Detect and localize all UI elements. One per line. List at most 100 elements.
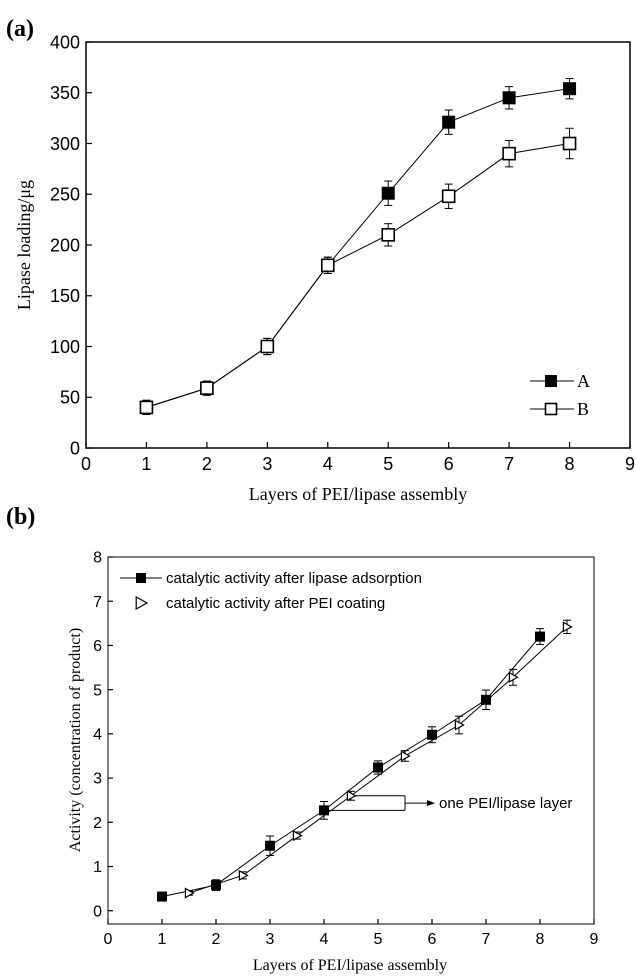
chart-b-x-axis-title: Layers of PEI/lipase assembly xyxy=(253,957,447,974)
chart-b-legend: catalytic activity after lipase adsorpti… xyxy=(120,570,422,612)
x-tick-label: 4 xyxy=(320,931,329,948)
data-point-series-1 xyxy=(319,805,329,816)
chart-b-activity: 0 1 2 3 4 5 6 7 8 9 0 1 2 3 4 5 6 7 8 one PEI/lipase laye… xyxy=(67,550,599,974)
x-tick-label: 0 xyxy=(81,454,91,474)
data-point-series-2 xyxy=(381,228,396,242)
x-tick-label: 6 xyxy=(444,454,454,474)
chart-a-x-axis: 0 1 2 3 4 5 6 7 8 9 xyxy=(81,442,635,474)
x-tick-label: 2 xyxy=(212,931,221,948)
panel-a-label: (a) xyxy=(6,16,34,42)
y-tick-label: 150 xyxy=(50,286,80,306)
data-point-series-2 xyxy=(454,719,465,731)
chart-a-series-layer xyxy=(139,78,577,416)
y-tick-label: 300 xyxy=(50,134,80,154)
legend-marker xyxy=(136,573,146,583)
data-point-series-2 xyxy=(562,621,573,633)
x-tick-label: 5 xyxy=(383,454,393,474)
chart-a-x-axis-title: Layers of PEI/lipase assembly xyxy=(249,484,467,504)
data-point-series-1 xyxy=(502,91,516,105)
x-tick-label: 8 xyxy=(536,931,545,948)
y-tick-label: 0 xyxy=(70,438,80,458)
annotation-arrow-head xyxy=(427,800,435,807)
y-tick-label: 3 xyxy=(93,771,102,788)
y-tick-label: 400 xyxy=(50,32,80,52)
data-point-series-1 xyxy=(211,880,221,891)
data-point-series-1 xyxy=(563,82,577,96)
y-tick-label: 0 xyxy=(93,903,102,920)
series-line-2 xyxy=(146,143,570,408)
x-tick-label: 2 xyxy=(202,454,212,474)
y-tick-label: 5 xyxy=(93,682,102,699)
chart-a-plot-frame xyxy=(85,41,631,449)
chart-b-annotation: one PEI/lipase layer xyxy=(324,795,572,812)
y-tick-label: 8 xyxy=(93,550,102,567)
legend-label: catalytic activity after lipase adsorpti… xyxy=(166,570,422,587)
data-point-series-1 xyxy=(442,115,456,129)
x-tick-label: 8 xyxy=(565,454,575,474)
data-point-series-2 xyxy=(184,887,195,899)
legend-marker xyxy=(544,402,558,416)
chart-a-lipase-loading: 0 1 2 3 4 5 6 7 8 9 0 50 100 150 200 250 300 350 400 AB L… xyxy=(14,32,635,504)
y-tick-label: 50 xyxy=(60,388,80,408)
data-point-series-2 xyxy=(238,869,249,881)
x-tick-label: 7 xyxy=(482,931,491,948)
y-tick-label: 6 xyxy=(93,638,102,655)
data-point-series-2 xyxy=(320,258,335,273)
data-point-series-2 xyxy=(508,671,519,683)
y-tick-label: 250 xyxy=(50,185,80,205)
y-tick-label: 4 xyxy=(93,726,102,743)
chart-b-plot-frame xyxy=(107,556,595,925)
x-tick-label: 1 xyxy=(141,454,151,474)
chart-a-y-axis: 0 50 100 150 200 250 300 350 400 xyxy=(50,32,92,458)
data-point-series-1 xyxy=(481,694,491,705)
annotation-label: one PEI/lipase layer xyxy=(439,795,572,812)
chart-b-series-layer xyxy=(157,619,573,902)
legend-label: A xyxy=(577,371,590,391)
y-tick-label: 7 xyxy=(93,594,102,611)
chart-a-legend: AB xyxy=(530,371,590,419)
y-tick-label: 100 xyxy=(50,337,80,357)
data-point-series-1 xyxy=(265,840,275,851)
x-tick-label: 7 xyxy=(504,454,514,474)
y-tick-label: 350 xyxy=(50,83,80,103)
data-point-series-2 xyxy=(562,136,577,151)
panel-b-label: (b) xyxy=(6,504,35,530)
data-point-series-1 xyxy=(373,762,383,773)
x-tick-label: 1 xyxy=(158,931,167,948)
data-point-series-2 xyxy=(441,189,456,204)
legend-label: catalytic activity after PEI coating xyxy=(166,595,385,612)
x-tick-label: 6 xyxy=(428,931,437,948)
chart-b-y-axis: 0 1 2 3 4 5 6 7 8 xyxy=(93,550,113,920)
y-tick-label: 1 xyxy=(93,859,102,876)
y-tick-label: 2 xyxy=(93,815,102,832)
x-tick-label: 5 xyxy=(374,931,383,948)
y-tick-label: 200 xyxy=(50,235,80,255)
chart-b-x-axis: 0 1 2 3 4 5 6 7 8 9 xyxy=(104,919,599,948)
series-line-2 xyxy=(188,626,568,894)
data-point-series-2 xyxy=(502,146,516,161)
x-tick-label: 4 xyxy=(323,454,333,474)
legend-label: B xyxy=(577,399,589,419)
data-point-series-2 xyxy=(400,750,411,762)
data-point-series-1 xyxy=(157,891,167,902)
data-point-series-2 xyxy=(346,790,357,802)
data-point-series-1 xyxy=(535,631,545,642)
x-tick-label: 9 xyxy=(625,454,635,474)
series-line-1 xyxy=(161,636,541,898)
data-point-series-2 xyxy=(200,381,214,395)
data-point-series-2 xyxy=(139,400,154,415)
x-tick-label: 3 xyxy=(266,931,275,948)
series-line-1 xyxy=(146,88,570,408)
data-point-series-1 xyxy=(427,729,437,740)
x-tick-label: 0 xyxy=(104,931,113,948)
chart-a-y-axis-title: Lipase loading/μg xyxy=(14,180,34,310)
data-point-series-1 xyxy=(381,186,395,200)
legend-marker xyxy=(545,375,557,387)
data-point-series-2 xyxy=(260,339,275,354)
chart-b-y-axis-title: Activity (concentration of product) xyxy=(67,628,84,852)
x-tick-label: 3 xyxy=(262,454,272,474)
legend-marker xyxy=(135,595,149,611)
x-tick-label: 9 xyxy=(590,931,599,948)
data-point-series-2 xyxy=(292,830,303,842)
